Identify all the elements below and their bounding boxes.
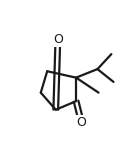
Text: O: O bbox=[76, 116, 86, 129]
Text: O: O bbox=[53, 33, 63, 46]
